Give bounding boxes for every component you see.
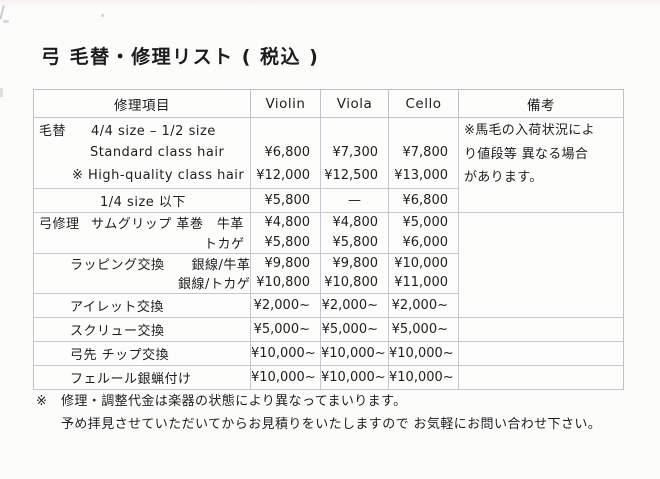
table-row: 弓修理 サムグリップ 革巻 牛革 ¥4,800 ¥4,800 ¥5,000 — [34, 212, 624, 253]
item-cell: Standard class hair — [90, 144, 225, 160]
footnote-line-1: 修理・調整代金は楽器の状態により異なってまいります。 — [61, 394, 407, 409]
price-cell-viola: — — [320, 188, 389, 213]
remarks-cell — [458, 341, 624, 366]
price-cell-violin: ¥5,800 — [250, 188, 321, 213]
remarks-cell — [458, 188, 624, 213]
table-row: 毛替 4/4 size – 1/2 size ※馬毛の入荷状況によ り値段等 異な… — [34, 117, 624, 189]
item-cell: ラッピング交換 銀線/牛革 — [70, 257, 251, 273]
price-cell-cello: ¥7,800 — [388, 141, 459, 163]
price-cell-cello: ¥10,000 — [388, 253, 459, 273]
price-cell-viola: ¥7,300 — [320, 141, 389, 163]
table-row: トカゲ ¥5,800 ¥5,800 ¥6,000 — [33, 232, 624, 254]
price-cell-violin: ¥5,000~ — [250, 317, 321, 342]
table-row: ※ High-quality class hair ¥12,000 ¥12,50… — [33, 163, 624, 189]
price-cell-cello: ¥5,000 — [388, 212, 459, 232]
price-cell-violin: ¥12,000 — [250, 163, 321, 189]
table-row: 1/4 size 以下 ¥5,800 — ¥6,800 — [33, 188, 624, 213]
price-cell-viola — [320, 117, 389, 142]
scan-artifact — [0, 5, 10, 21]
row-group-label: 毛替 — [39, 124, 67, 140]
table-row: 弓先 チップ交換 ¥10,000~ ¥10,000~ ¥10,000~ — [33, 341, 624, 366]
price-cell-cello: ¥5,000~ — [388, 317, 459, 342]
price-cell-violin: ¥5,800 — [250, 232, 321, 254]
item-cell: フェルール銀蝋付け — [33, 365, 251, 390]
remarks-cell — [458, 365, 624, 390]
remarks-note-line: があります。 — [464, 170, 543, 185]
remarks-cell — [458, 212, 624, 253]
remarks-cell — [458, 253, 624, 294]
col-header-violin: Violin — [250, 89, 321, 118]
remarks-cell — [458, 293, 624, 318]
item-cell: ※ High-quality class hair — [33, 163, 251, 189]
item-cell: 弓先 チップ交換 — [33, 341, 251, 366]
table-row: スクリュー交換 ¥5,000~ ¥5,000~ ¥5,000~ — [33, 317, 624, 342]
price-cell-violin: ¥6,800 — [250, 141, 321, 163]
scan-artifact — [0, 88, 3, 97]
page-title: 弓 毛替・修理リスト ( 税込 ) — [41, 46, 320, 68]
scan-artifact — [3, 20, 9, 23]
price-cell-cello: ¥6,800 — [388, 188, 459, 213]
price-table: 修理項目 Violin Viola Cello 備考 毛替 4/4 size – … — [33, 89, 624, 390]
price-cell-viola: ¥10,000~ — [320, 341, 389, 366]
price-cell-cello: ¥11,000 — [388, 272, 459, 294]
price-cell-violin: ¥4,800 — [250, 212, 321, 232]
footnote-line-2: 予め拝見させていただいてからお見積りをいたしますので お気軽にお問い合わせ下さい… — [61, 416, 602, 432]
footnote: ※ 修理・調整代金は楽器の状態により異なってまいります。 予め拝見させていただい… — [36, 391, 636, 436]
item-cell: トカゲ — [33, 232, 251, 254]
col-header-remarks: 備考 — [458, 89, 624, 118]
item-label: サムグリップ 革巻 牛革 — [91, 217, 244, 232]
remarks-note-cell: ※馬毛の入荷状況によ り値段等 異なる場合 があります。 — [458, 117, 624, 189]
table-row: フェルール銀蝋付け ¥10,000~ ¥10,000~ ¥10,000~ — [33, 365, 624, 390]
price-cell-violin: ¥10,000~ — [250, 341, 321, 366]
scan-artifact — [101, 14, 104, 17]
remarks-note-line: り値段等 異なる場合 — [464, 146, 589, 162]
price-cell-violin: ¥10,000~ — [250, 365, 321, 390]
table-row: Standard class hair ¥6,800 ¥7,300 ¥7,800 — [34, 141, 624, 163]
item-cell: アイレット交換 — [33, 293, 251, 318]
remarks-cell — [458, 317, 624, 342]
col-header-cello: Cello — [388, 89, 459, 118]
price-cell-cello: ¥10,000~ — [388, 365, 459, 390]
price-cell-violin: ¥2,000~ — [250, 293, 321, 318]
item-cell: 毛替 4/4 size – 1/2 size — [34, 118, 251, 142]
price-cell-viola: ¥9,800 — [320, 253, 389, 273]
price-cell-violin — [250, 117, 321, 142]
item-label: 4/4 size – 1/2 size — [91, 124, 216, 140]
item-cell: 銀線/トカゲ — [33, 272, 251, 294]
price-cell-viola: ¥5,800 — [320, 232, 389, 254]
price-cell-cello: ¥13,000 — [388, 163, 459, 189]
item-cell: 1/4 size 以下 — [33, 188, 251, 213]
table-row: アイレット交換 ¥2,000~ ¥2,000~ ¥2,000~ — [33, 293, 624, 318]
col-header-viola: Viola — [320, 89, 389, 118]
row-group-label: 弓修理 — [39, 217, 80, 232]
price-cell-viola: ¥2,000~ — [320, 293, 389, 318]
price-cell-cello: ¥10,000~ — [388, 341, 459, 366]
footnote-mark: ※ — [36, 394, 48, 409]
col-header-item: 修理項目 — [33, 89, 251, 118]
price-cell-violin: ¥9,800 — [250, 253, 321, 273]
table-row: ラッピング交換 銀線/牛革 ¥9,800 ¥9,800 ¥10,000 — [34, 253, 624, 294]
price-cell-viola: ¥5,000~ — [320, 317, 389, 342]
price-cell-cello: ¥2,000~ — [388, 293, 459, 318]
price-cell-violin: ¥10,800 — [250, 272, 321, 294]
header-row: 修理項目 Violin Viola Cello 備考 — [33, 89, 624, 118]
remarks-note-line: ※馬毛の入荷状況によ — [464, 123, 595, 138]
price-cell-viola: ¥12,500 — [320, 163, 389, 189]
price-cell-viola: ¥10,000~ — [320, 365, 389, 390]
price-cell-viola: ¥4,800 — [320, 212, 389, 232]
price-cell-viola: ¥10,800 — [320, 272, 389, 294]
item-cell: スクリュー交換 — [33, 317, 251, 342]
price-cell-cello — [388, 117, 459, 142]
item-cell: 弓修理 サムグリップ 革巻 牛革 — [34, 213, 251, 232]
price-cell-cello: ¥6,000 — [388, 232, 459, 254]
table-row: 銀線/トカゲ ¥10,800 ¥10,800 ¥11,000 — [33, 272, 624, 294]
